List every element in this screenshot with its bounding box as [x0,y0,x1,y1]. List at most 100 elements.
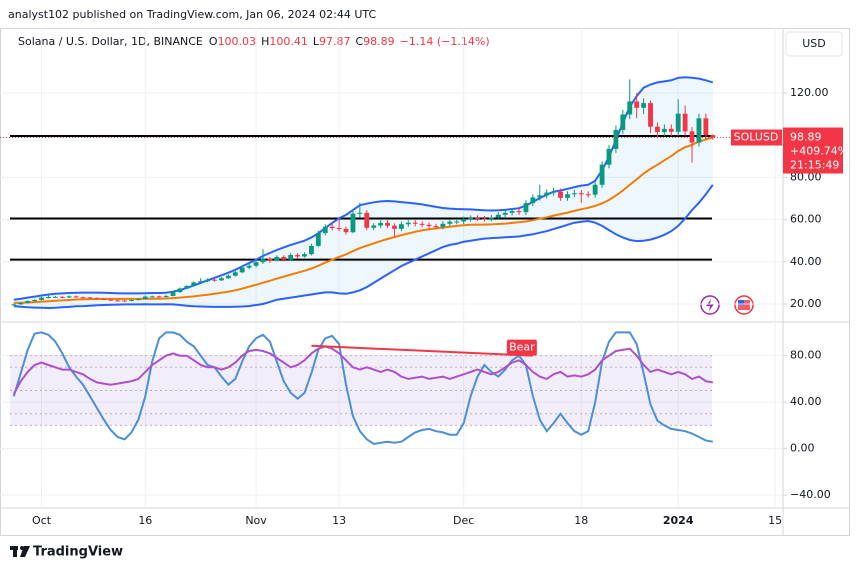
candle-body [696,118,702,143]
y-tick-label: 40.00 [790,255,822,268]
ohlc-letter: O [209,35,218,48]
candle-body [295,255,300,257]
candle-body [689,131,695,143]
candle-body [135,299,141,301]
candle-body [149,296,155,298]
ohlc-value: 100.41 [269,35,308,48]
candle-body [308,245,314,255]
candle-body [46,297,51,299]
currency-box[interactable] [785,31,843,57]
logo-part [20,546,30,557]
divergence-line [311,344,533,357]
divergence-label-box [506,339,537,356]
change: −1.14 (−1.14%) [400,35,490,48]
symbol: Solana / U.S. Dollar, 1D, BINANCE [18,35,203,48]
frame [0,28,850,536]
oscillator-line [12,331,713,446]
candle-body [488,217,494,219]
candle-body [405,222,411,225]
candle-body [350,213,356,233]
price-tag [783,127,843,174]
candle-body [385,222,390,226]
candle-body [364,212,370,228]
candle-body [343,228,349,233]
candle-body [565,194,570,198]
candle-body [80,297,86,299]
x-tick-label: Nov [245,514,267,527]
ohlc-value: 100.03 [218,35,257,48]
y-tick-label: 80.00 [790,170,822,183]
candle-body [371,225,377,228]
candle-body [710,135,716,138]
candle-body [551,191,557,193]
candle-body [191,282,197,287]
candle-body [544,192,550,196]
candle-body [315,233,321,246]
candle-body [322,226,328,234]
candle-body [288,255,294,260]
symbol-tag [731,129,782,146]
candle-body [18,302,24,305]
candle-body [627,101,633,115]
candle-body [558,191,563,198]
candle-body [440,223,446,227]
band-line [13,184,714,310]
price-tag-value: 98.89 [790,131,822,144]
candle-body [219,278,224,281]
y-tick-label: 80.00 [790,349,822,362]
ohlc-value: 97.87 [319,35,351,48]
candle-body [163,295,169,298]
candle-body [461,219,467,222]
brand-logo [10,546,30,557]
candle-body [32,299,38,302]
candle-body [225,275,231,279]
currency: USD [802,37,826,50]
x-tick-label: 13 [332,514,346,527]
candle-body [668,128,674,132]
y-tick-label: 40.00 [790,395,822,408]
y-tick-label: 20.00 [790,297,822,310]
band-fill [13,77,713,308]
candle-body [39,297,44,300]
ohlc-letter: H [261,35,269,48]
flag-canton [738,300,744,305]
candle-body [516,211,522,213]
ohlc-value: 98.89 [363,35,395,48]
candle-body [253,262,259,266]
candle-body [302,254,307,257]
ohlc-letter: C [355,35,363,48]
candle-body [212,279,217,281]
candle-body [599,164,605,185]
candle-body [537,195,543,198]
band-line [13,76,714,301]
x-tick-label: 15 [768,514,782,527]
x-tick-label: Oct [32,514,52,527]
y-tick-label: 120.00 [790,86,829,99]
candle-body [184,286,190,289]
symbol-tag-text: SOLUSD [734,131,779,144]
candle-body [66,296,72,298]
candle-body [274,256,280,261]
candle-body [205,279,211,282]
candle-body [585,194,591,196]
candle-body [419,223,425,225]
icons [700,295,754,315]
candle-body [357,212,363,214]
candle-body [115,300,121,302]
candle-body [675,113,681,132]
candle-body [267,258,273,261]
candle-body [281,256,287,260]
candle-body [59,296,65,298]
candle-body [156,296,162,298]
candle-body [703,118,709,136]
candle-body [122,300,127,302]
byline: analyst102 published on TradingView.com,… [8,8,376,21]
candle-body [260,258,266,263]
candle-body [392,225,397,229]
candle-body [571,193,577,195]
price-tag-change: +409.74% [790,145,848,158]
candle-body [336,228,342,230]
candle-body [613,129,619,149]
